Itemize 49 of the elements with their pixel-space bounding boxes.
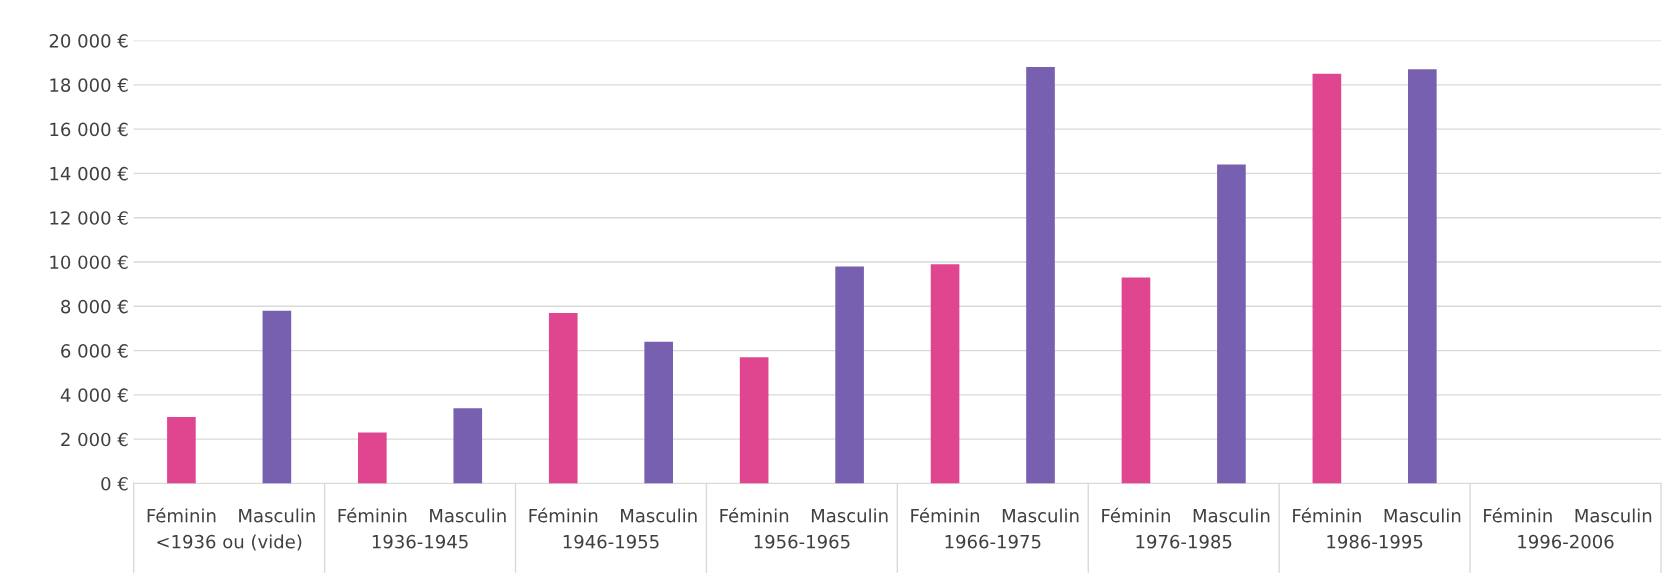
text: 1956-1965 [754,534,850,549]
bar [262,310,292,484]
x-tick-label: Féminin [338,507,407,523]
x-tick-label: Masculin [811,508,888,523]
x-tick-label: Masculin [1193,508,1270,523]
x-tick-label: Masculin [1575,508,1652,523]
bar [548,312,578,484]
x-tick-label: Féminin [720,507,789,523]
text: 1936-1945 [372,534,468,549]
x-tick-label: Féminin [1293,507,1361,523]
y-tick-label: 20 000 € [49,33,128,48]
x-tick-label: Masculin [239,508,315,523]
x-tick-label: Masculin [621,508,697,523]
text: 1946-1955 [563,534,659,549]
y-tick-label: 8 000 € [61,299,128,314]
text: <1936 ou (vide) [157,534,302,551]
x-tick-label: Masculin [1384,508,1461,523]
x-tick-label: Féminin [529,507,598,523]
x-tick-label: Féminin [1102,507,1170,523]
y-tick-label: 4 000 € [60,388,128,402]
y-tick-label: 18 000 € [50,78,128,92]
x-tick-label: Féminin [1484,507,1552,523]
y-tick-label: 0 € [101,476,128,491]
y-tick-label: 16 000 € [50,122,128,137]
bar [167,417,196,484]
bar [1026,67,1055,484]
bar [358,432,387,484]
y-tick-label: 6 000 € [61,344,128,358]
text: 1976-1985 [1136,534,1232,549]
bar [1121,277,1151,484]
text: 1996-2006 [1518,534,1614,549]
y-tick-label: 10 000 € [50,255,128,270]
y-tick-label: 12 000 € [50,211,128,225]
bar [930,264,960,484]
y-tick-label: 2 000 € [61,432,128,447]
x-tick-label: Féminin [147,507,216,523]
text: 1986-1995 [1327,534,1423,549]
bar [1312,73,1342,484]
x-tick-label: Masculin [430,508,506,523]
bar [835,266,864,484]
bar [644,341,674,484]
bar [1408,69,1437,484]
bar [453,408,483,484]
text: 1966-1975 [945,534,1041,549]
x-tick-label: Masculin [1002,508,1079,523]
x-tick-label: Féminin [911,507,980,523]
bar [1217,164,1246,484]
y-tick-label: 14 000 € [50,166,128,181]
bar [739,357,769,484]
